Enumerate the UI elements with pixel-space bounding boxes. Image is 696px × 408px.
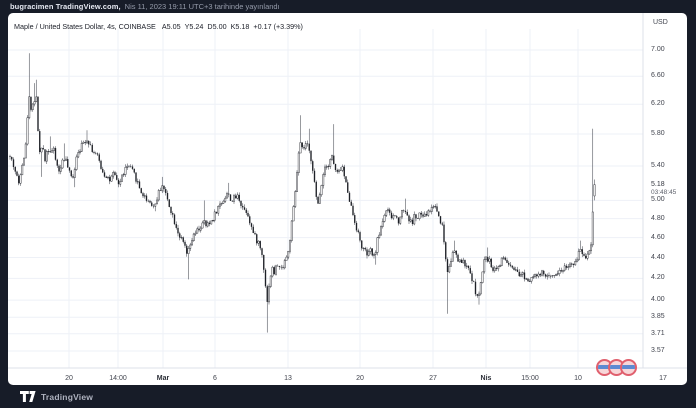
price-tick-label: 6.60 [651, 72, 665, 80]
bar-countdown: 03:48:45 [651, 188, 677, 196]
time-tick-label: 10 [574, 375, 582, 382]
price-tick-label: 7.00 [651, 46, 665, 53]
time-tick-label: 14:00 [109, 375, 127, 382]
price-tick-label: 5.80 [651, 130, 665, 138]
chart-panel[interactable]: Maple / United States Dollar, 4s, COINBA… [8, 13, 687, 385]
price-tick-label: 4.80 [651, 214, 665, 222]
time-tick-label: 17 [659, 375, 667, 382]
ohlc-close: K5.18 [230, 22, 250, 31]
price-tick-label: 3.57 [651, 346, 665, 354]
time-tick-label: 27 [429, 375, 437, 382]
time-tick-label: Mar [156, 375, 170, 382]
price-tick-label: 3.71 [651, 329, 665, 337]
time-tick-label: 20 [356, 375, 364, 382]
publish-date: Nis 11, 2023 19:11 UTC+3 tarihinde yayın… [124, 2, 280, 11]
axis-currency-label: USD [653, 19, 668, 26]
symbol-legend[interactable]: Maple / United States Dollar, 4s, COINBA… [14, 22, 307, 31]
candlestick-chart[interactable] [8, 13, 687, 385]
time-tick-label: Nis [480, 375, 492, 382]
last-price-label: 5.18 03:48:45 [651, 181, 676, 197]
ohlc-low: D5.00 [207, 22, 227, 31]
last-price-value: 5.18 [651, 180, 665, 188]
time-tick-label: 6 [213, 375, 217, 382]
price-tick-label: 5.00 [651, 196, 665, 204]
publish-info-bar: bugracimen TradingView.com, Nis 11, 2023… [0, 0, 696, 13]
publisher-name: bugracimen TradingView.com, [10, 2, 121, 11]
ohlc-change: +0.17 (+3.39%) [253, 22, 303, 31]
time-tick-label: 15:00 [521, 375, 539, 382]
time-tick-label: 20 [65, 375, 73, 382]
symbol-title: Maple / United States Dollar, 4s, COINBA… [14, 22, 156, 31]
price-tick-label: 4.60 [651, 233, 665, 241]
footer-brand[interactable]: TradingView [41, 391, 94, 402]
price-tick-label: 6.20 [651, 100, 665, 108]
time-tick-label: 13 [284, 375, 292, 382]
price-tick-label: 3.85 [651, 313, 665, 321]
price-tick-label: 4.00 [651, 296, 665, 304]
price-tick-label: 4.40 [651, 253, 665, 261]
ohlc-open: A5.05 [161, 22, 181, 31]
ohlc-high: Y5.24 [184, 22, 204, 31]
tradingview-logo-icon[interactable] [20, 391, 36, 402]
watermark-coins-icon [596, 359, 637, 376]
price-tick-label: 4.20 [651, 274, 665, 282]
price-tick-label: 5.40 [651, 162, 665, 169]
footer-bar: TradingView [0, 385, 696, 408]
coin-icon [620, 359, 637, 376]
